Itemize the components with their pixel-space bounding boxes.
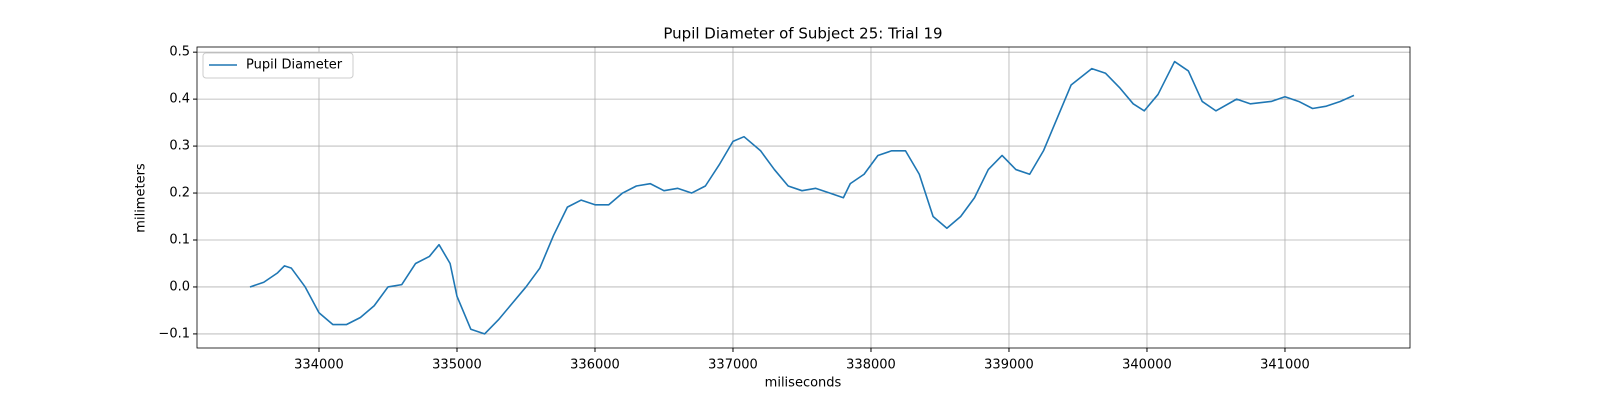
plot-frame (196, 46, 1411, 349)
x-tick-label: 337000 (708, 358, 758, 373)
x-tick-label: 341000 (1260, 358, 1310, 373)
x-tick-label: 339000 (984, 358, 1034, 373)
y-tick-label: 0.4 (169, 92, 190, 107)
legend-label: Pupil Diameter (246, 58, 343, 73)
x-tick-label: 340000 (1122, 358, 1172, 373)
y-tick-label: 0.2 (169, 186, 190, 201)
chart-title: Pupil Diameter of Subject 25: Trial 19 (663, 25, 942, 43)
y-axis-label: milimeters (134, 163, 149, 233)
x-axis-label: miliseconds (765, 376, 842, 391)
y-tick-label: 0.1 (169, 232, 190, 247)
x-tick-label: 338000 (846, 358, 896, 373)
data-line (249, 60, 1355, 335)
x-tick-label: 334000 (294, 358, 344, 373)
y-tick-label: 0.5 (169, 45, 190, 60)
y-tick-label: −0.1 (158, 326, 190, 341)
x-tick-label: 336000 (570, 358, 620, 373)
y-tick-label: 0.0 (169, 279, 190, 294)
y-tick-label: 0.3 (169, 139, 190, 154)
legend-box (202, 52, 354, 79)
x-tick-label: 335000 (432, 358, 482, 373)
